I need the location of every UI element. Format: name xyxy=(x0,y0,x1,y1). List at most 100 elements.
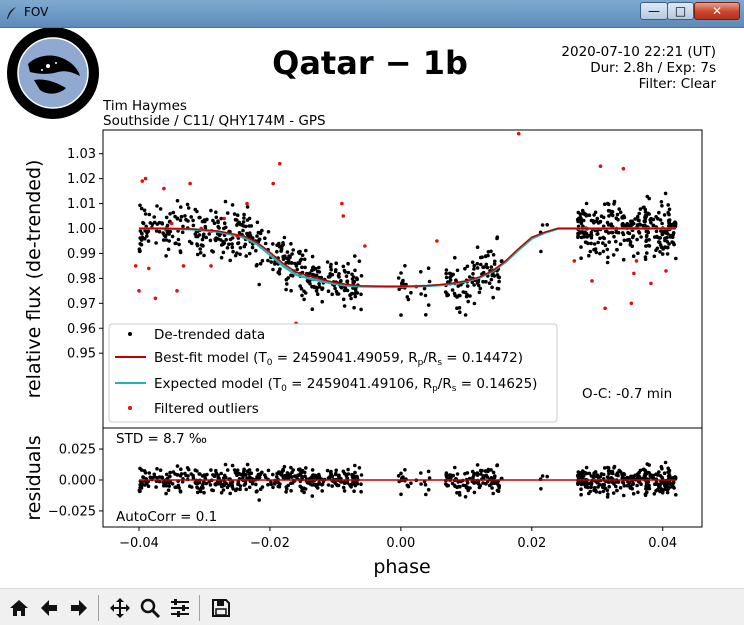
residual-point xyxy=(477,485,482,490)
data-point xyxy=(352,280,356,284)
residual-point xyxy=(583,480,587,484)
back-button[interactable] xyxy=(36,595,62,621)
data-point xyxy=(290,252,294,256)
outlier-point xyxy=(133,264,138,268)
residual-point xyxy=(244,487,248,492)
residual-point xyxy=(609,480,614,484)
data-point xyxy=(173,241,177,246)
data-point xyxy=(313,266,318,271)
data-point xyxy=(211,218,215,223)
save-button[interactable] xyxy=(208,595,234,621)
minimize-button[interactable]: — xyxy=(640,2,668,20)
data-point xyxy=(475,281,480,285)
data-point xyxy=(328,265,333,269)
data-point xyxy=(289,288,293,293)
data-point xyxy=(256,230,261,235)
configure-subplots-button[interactable] xyxy=(167,595,193,621)
residual-point xyxy=(326,483,331,487)
data-point xyxy=(285,282,289,286)
data-point xyxy=(177,242,181,247)
data-point xyxy=(193,207,198,212)
data-point xyxy=(472,263,477,268)
data-point xyxy=(140,235,145,240)
residual-point xyxy=(214,471,219,476)
data-point xyxy=(237,231,242,235)
data-point xyxy=(235,213,240,217)
data-point xyxy=(343,270,347,274)
residual-point xyxy=(396,474,401,478)
data-point xyxy=(497,279,501,284)
data-point xyxy=(620,224,625,229)
data-point xyxy=(164,215,169,220)
zoom-button[interactable] xyxy=(137,595,163,621)
residual-point xyxy=(466,488,471,493)
residual-point xyxy=(271,485,275,490)
residual-point xyxy=(276,484,281,489)
data-point xyxy=(540,223,545,227)
toolbar-separator xyxy=(199,595,200,621)
residual-point xyxy=(495,488,500,493)
data-point xyxy=(245,205,250,209)
data-point xyxy=(258,261,263,266)
close-button[interactable]: ✕ xyxy=(694,2,740,20)
residual-point xyxy=(211,473,215,477)
data-point xyxy=(448,278,453,282)
residual-point xyxy=(336,474,341,479)
residual-point xyxy=(643,469,648,474)
data-point xyxy=(419,292,423,296)
data-point xyxy=(223,199,228,204)
data-point xyxy=(333,286,337,291)
window-titlebar[interactable]: FOV — □ ✕ xyxy=(0,0,744,28)
data-point xyxy=(601,224,606,229)
legend-label-outliers: Filtered outliers xyxy=(154,401,259,417)
data-point xyxy=(668,235,673,239)
data-point xyxy=(643,223,647,227)
residual-point xyxy=(602,466,607,470)
data-point xyxy=(588,249,593,254)
data-point xyxy=(230,203,235,207)
home-button[interactable] xyxy=(6,595,32,621)
residual-point xyxy=(540,474,545,478)
residual-point xyxy=(589,480,594,484)
residual-point xyxy=(346,467,350,472)
residual-point xyxy=(605,495,610,499)
data-point xyxy=(598,251,602,256)
data-point xyxy=(141,220,145,225)
residual-point xyxy=(315,483,320,487)
forward-button[interactable] xyxy=(66,595,92,621)
data-point xyxy=(202,253,206,258)
residual-point xyxy=(591,474,595,479)
data-point xyxy=(495,286,500,291)
outlier-point xyxy=(147,266,151,271)
data-point xyxy=(637,231,642,235)
data-point xyxy=(448,271,452,276)
residual-point xyxy=(236,482,241,486)
data-point xyxy=(230,245,235,250)
residual-y-ticks: 0.025 0.000 −0.025 xyxy=(48,443,103,519)
data-point xyxy=(224,237,228,242)
data-point xyxy=(645,233,649,238)
residual-point xyxy=(579,479,584,484)
pan-button[interactable] xyxy=(107,595,133,621)
maximize-button[interactable]: □ xyxy=(667,2,694,20)
residual-point xyxy=(444,471,449,475)
figure-canvas[interactable]: Qatar − 1b 2020-07-10 22:21 (UT) Dur: 2.… xyxy=(0,27,744,588)
main-plot-layer xyxy=(133,131,678,326)
data-point xyxy=(475,245,480,249)
data-point xyxy=(255,262,259,267)
data-point xyxy=(497,275,502,280)
data-point xyxy=(157,229,162,234)
data-point xyxy=(477,290,482,295)
residual-point xyxy=(260,485,265,489)
data-point xyxy=(609,230,614,235)
data-point xyxy=(638,223,643,227)
data-point xyxy=(622,214,626,218)
data-point xyxy=(463,266,467,271)
data-point xyxy=(472,301,477,306)
data-point xyxy=(266,230,271,234)
residual-point xyxy=(657,470,661,474)
data-point xyxy=(225,246,230,250)
residual-point xyxy=(194,481,198,486)
data-point xyxy=(208,238,213,243)
data-point xyxy=(657,240,662,245)
